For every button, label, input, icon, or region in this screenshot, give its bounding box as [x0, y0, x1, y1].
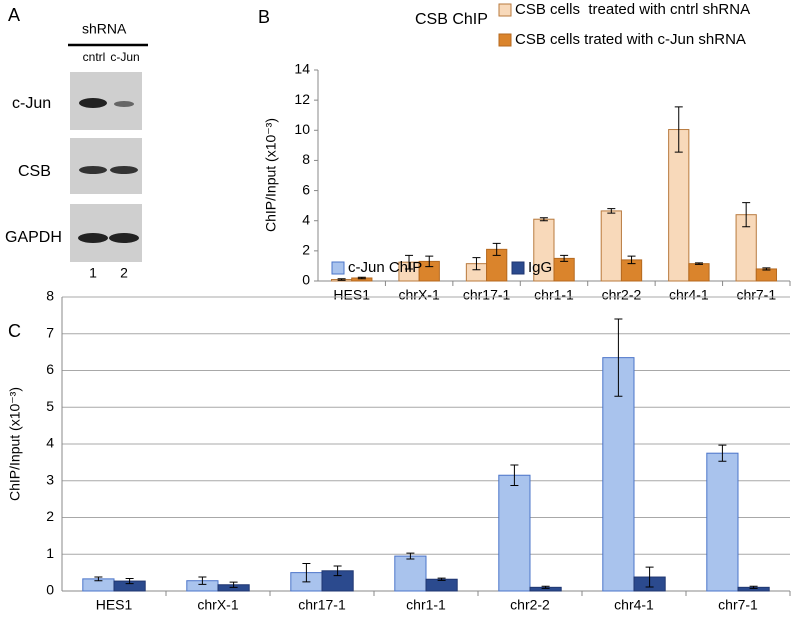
error-bar	[492, 242, 501, 256]
y-tick-label: 2	[46, 508, 54, 524]
legend-label: CSB cells treated with cntrl shRNA	[515, 1, 750, 18]
error-bar	[674, 106, 683, 153]
panel-label: C	[8, 321, 21, 341]
band	[78, 233, 108, 243]
y-tick-label: 12	[294, 91, 310, 107]
error-bar	[645, 566, 654, 588]
legend-swatch	[498, 3, 512, 17]
legend-label: IgG	[528, 259, 552, 276]
legend-label: c-Jun ChIP	[348, 259, 422, 276]
y-tick-label: 7	[46, 324, 54, 340]
y-tick-label: 4	[302, 211, 310, 227]
x-tick-label: chr1-1	[534, 287, 574, 303]
x-tick-label: chr7-1	[718, 597, 758, 613]
error-bar	[539, 217, 548, 222]
x-tick-label: chr2-2	[510, 597, 550, 613]
bar	[498, 474, 531, 592]
y-tick-label: 3	[46, 471, 54, 487]
band	[109, 233, 139, 243]
y-tick-label: 2	[302, 242, 310, 258]
error-bar	[437, 577, 446, 581]
y-tick-label: 4	[46, 435, 54, 451]
legend-swatch	[498, 33, 512, 47]
error-bar	[762, 267, 771, 271]
bar	[425, 578, 458, 592]
error-bar	[541, 585, 550, 589]
y-tick-label: 10	[294, 121, 310, 137]
x-tick-label: HES1	[333, 287, 370, 303]
blot	[70, 204, 142, 262]
error-bar	[229, 581, 238, 588]
x-tick-label: chrX-1	[197, 597, 238, 613]
bar	[688, 263, 710, 282]
error-bar	[125, 578, 134, 585]
y-axis-label: ChIP/Input (x10⁻³)	[7, 387, 23, 501]
y-tick-label: 0	[46, 582, 54, 598]
y-tick-label: 1	[46, 545, 54, 561]
error-bar	[406, 552, 415, 560]
bar	[394, 555, 427, 592]
panel-label: B	[258, 7, 270, 27]
lane-label: c-Jun	[110, 50, 139, 64]
x-tick-label: chr7-1	[736, 287, 776, 303]
lane-number: 1	[89, 265, 97, 281]
legend-label: CSB cells trated with c-Jun shRNA	[515, 31, 746, 48]
error-bar	[607, 208, 616, 214]
error-bar	[510, 464, 519, 487]
panel-a: A shRNA cntrl c-Jun c-Jun CSB GAPDH 1 2	[5, 5, 148, 281]
error-bar	[94, 576, 103, 582]
y-tick-label: 14	[294, 61, 310, 77]
panel-label: A	[8, 5, 20, 25]
error-bar	[405, 254, 414, 270]
y-tick-label: 5	[46, 398, 54, 414]
x-tick-label: chr1-1	[406, 597, 446, 613]
error-bar	[425, 255, 434, 268]
error-bar	[718, 444, 727, 462]
row-label: GAPDH	[5, 229, 62, 246]
x-tick-label: chr4-1	[669, 287, 709, 303]
band	[110, 166, 138, 174]
y-tick-label: 6	[46, 361, 54, 377]
row-label: CSB	[18, 163, 51, 180]
legend-swatch	[331, 261, 345, 275]
blot-header: shRNA	[82, 21, 127, 37]
error-bar	[560, 254, 569, 262]
legend-swatch	[511, 261, 525, 275]
band	[114, 101, 134, 107]
band	[79, 166, 107, 174]
x-tick-label: chr2-2	[602, 287, 642, 303]
x-tick-label: chr17-1	[298, 597, 346, 613]
error-bar	[357, 276, 366, 280]
error-bar	[198, 576, 207, 585]
error-bar	[472, 257, 481, 271]
error-bar	[742, 202, 751, 228]
y-tick-label: 0	[302, 272, 310, 288]
x-tick-label: HES1	[96, 597, 133, 613]
row-label: c-Jun	[12, 95, 51, 112]
y-axis-label: ChIP/Input (x10⁻³)	[263, 118, 279, 232]
error-bar	[694, 262, 703, 265]
x-tick-label: chrX-1	[399, 287, 440, 303]
y-tick-label: 6	[302, 181, 310, 197]
y-tick-label: 8	[302, 151, 310, 167]
chart-title: CSB ChIP	[415, 11, 488, 28]
error-bar	[627, 255, 636, 265]
error-bar	[302, 562, 311, 583]
bar	[600, 210, 622, 282]
x-tick-label: chr17-1	[463, 287, 511, 303]
error-bar	[333, 565, 342, 577]
error-bar	[749, 585, 758, 589]
error-bar	[614, 318, 623, 397]
error-bar	[337, 278, 346, 281]
bar	[755, 268, 778, 282]
y-tick-label: 8	[46, 288, 54, 304]
bar	[706, 452, 739, 592]
x-tick-label: chr4-1	[614, 597, 654, 613]
blot	[70, 138, 142, 194]
band	[79, 98, 107, 108]
lane-label: cntrl	[83, 50, 106, 64]
lane-number: 2	[120, 265, 128, 281]
